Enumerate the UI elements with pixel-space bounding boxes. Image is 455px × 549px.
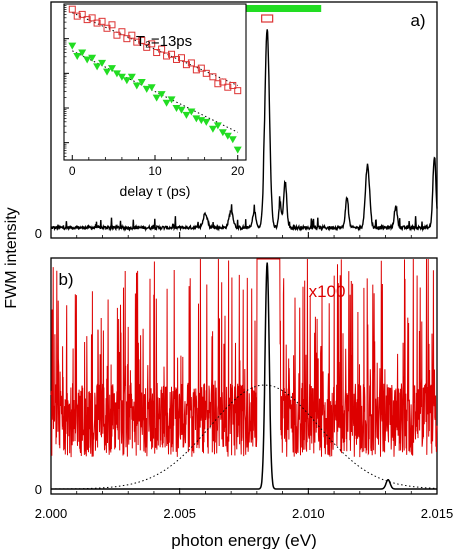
inset-square-point — [177, 54, 185, 62]
inset-square-point — [234, 87, 242, 95]
inset-triangle-point — [228, 136, 237, 144]
y-axis-label: FWM intensity — [3, 207, 20, 308]
inset-square-point — [78, 10, 86, 18]
panel-b-peak-trace — [51, 262, 437, 490]
inset-triangle-point — [167, 96, 176, 104]
inset-t2-label: T₂=13ps — [136, 33, 192, 50]
inset-triangle-point — [112, 70, 121, 78]
inset-square-point — [88, 14, 96, 22]
panel-a-y-tick-zero: 0 — [35, 226, 42, 241]
inset-x-tick-label: 20 — [231, 164, 245, 178]
inset-square-point — [214, 80, 222, 88]
inset-triangle-point — [83, 56, 92, 64]
inset-square-point — [202, 69, 210, 77]
inset-square-point — [182, 61, 190, 69]
inset-square-point — [133, 38, 141, 46]
inset-triangle-point — [233, 146, 242, 154]
inset-square-point — [187, 59, 195, 67]
x-tick-label: 2.000 — [35, 506, 68, 521]
panel-b — [50, 258, 438, 494]
inset-square-point — [209, 73, 217, 81]
panel-a-frame — [50, 1, 438, 239]
inset-square-point — [83, 16, 91, 24]
inset-square-point — [173, 55, 181, 63]
inset-triangle-point — [68, 42, 77, 50]
panel-b-frame — [50, 257, 438, 495]
inset-triangle-point — [127, 73, 136, 81]
inset-triangle-point — [93, 63, 102, 71]
panel-a — [50, 5, 438, 238]
inset-square-point — [192, 66, 200, 74]
inset-square-point — [118, 28, 126, 36]
panel-b-label: b) — [58, 270, 73, 289]
panel-a-spectrum — [50, 29, 438, 233]
inset-triangle-point — [107, 65, 116, 73]
inset-triangle-point — [142, 85, 151, 93]
inset-triangle-point — [98, 59, 107, 67]
inset-square-point — [73, 12, 81, 20]
gaussian-envelope — [51, 384, 438, 490]
panel-a-label: a) — [410, 11, 425, 30]
inset-triangle-point — [132, 82, 141, 90]
inset-triangle-point — [137, 79, 146, 86]
x-tick-label: 2.015 — [421, 506, 454, 521]
inset-square-point — [93, 19, 101, 27]
x-tick-labels: 2.000 2.005 2.010 2.015 — [35, 506, 454, 521]
inset-square-point — [229, 81, 237, 89]
inset-fit-line — [72, 50, 238, 133]
x100-label: x100 — [309, 282, 346, 301]
inset-triangle-point — [213, 122, 222, 130]
x-tick-label: 2.005 — [163, 506, 196, 521]
inset-x-label: delay τ (ps) — [120, 183, 191, 199]
spectral-bar — [223, 5, 322, 12]
inset-square-point — [148, 40, 156, 48]
inset-x-tick-label: 0 — [69, 164, 76, 178]
inset-triangle-point — [162, 99, 171, 107]
inset-triangle-point — [147, 84, 156, 92]
inset-square-point — [197, 64, 205, 72]
inset-triangle-point — [103, 68, 112, 76]
inset-square-point — [98, 17, 106, 25]
panel-b-y-tick-zero: 0 — [35, 482, 42, 497]
inset-triangle-point — [177, 106, 186, 114]
inset-square-point — [128, 31, 136, 39]
inset-square-point — [158, 45, 166, 53]
inset-chart: 0 10 20 T₂=13ps delay τ (ps) — [63, 3, 247, 199]
inset-square-point — [138, 36, 146, 44]
inset-triangle-point — [122, 77, 131, 85]
inset-square-point — [219, 78, 227, 86]
x-tick-label: 2.010 — [292, 506, 325, 521]
inset-square-point — [224, 83, 232, 91]
inset-square-point — [163, 52, 171, 60]
inset-triangle-point — [73, 53, 82, 60]
inset-triangle-point — [117, 73, 126, 81]
inset-triangle-point — [88, 54, 97, 62]
inset-triangle-point — [223, 132, 232, 140]
inset-triangle-point — [208, 125, 217, 133]
inset-triangle-point — [182, 111, 191, 119]
inset-triangle-point — [152, 94, 161, 102]
inset-square-point — [108, 21, 116, 29]
peak-marker — [261, 14, 274, 23]
inset-triangle-point — [78, 49, 87, 57]
inset-x-tick-label: 10 — [148, 164, 162, 178]
inset-triangle-point — [187, 108, 196, 116]
x-axis-label: photon energy (eV) — [171, 531, 317, 549]
inset-square-point — [68, 5, 76, 13]
x100-noise-trace — [50, 258, 438, 458]
inset-triangle-point — [157, 91, 166, 99]
inset-triangle-point — [218, 129, 227, 137]
inset-triangle-point — [202, 118, 211, 126]
inset-frame — [63, 3, 247, 161]
inset-square-point — [168, 50, 176, 58]
